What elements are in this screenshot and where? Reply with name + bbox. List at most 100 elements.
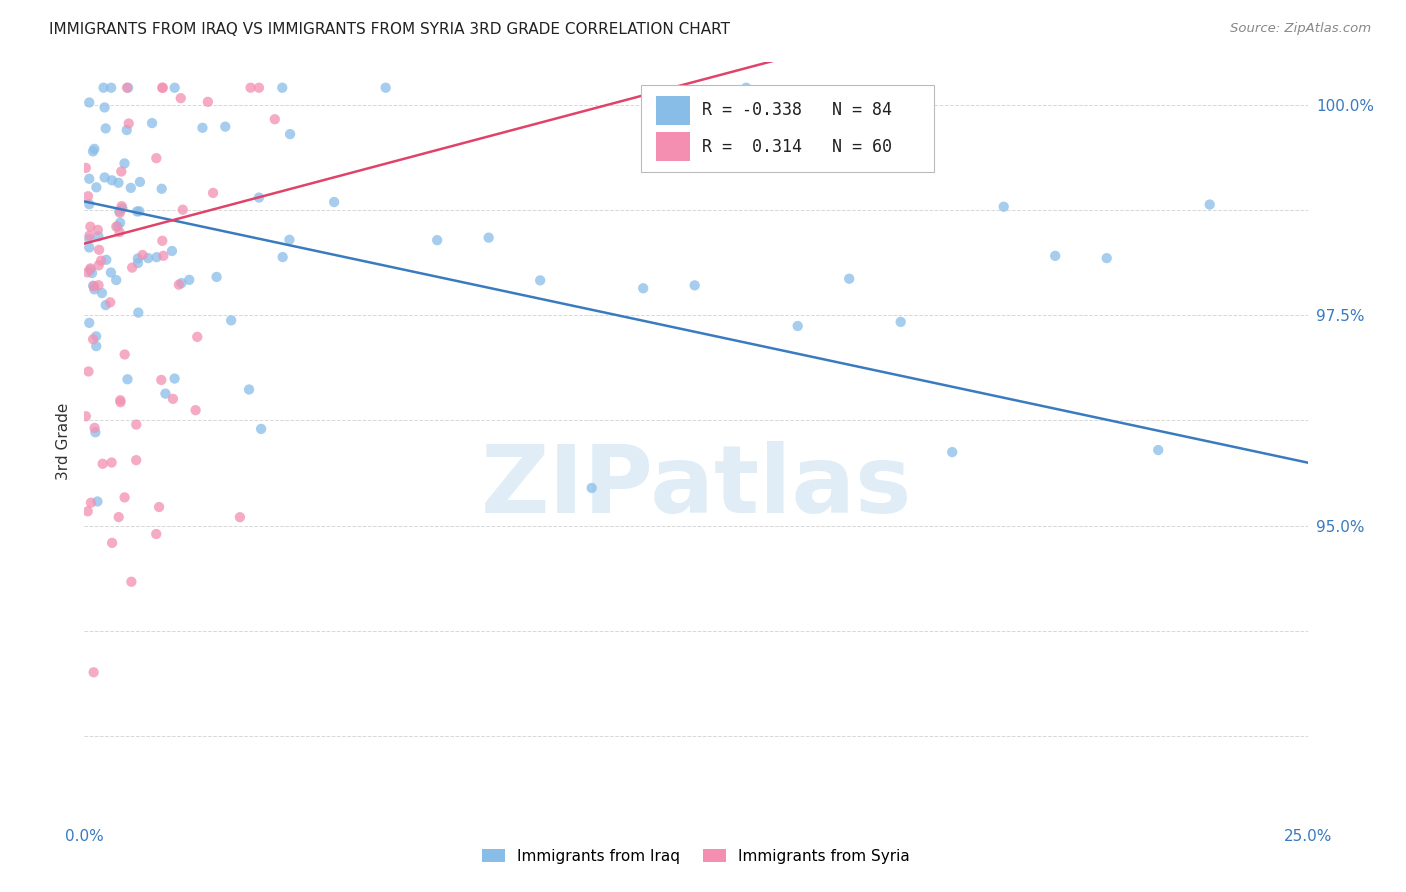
Point bbox=[121, 260, 143, 275]
Point bbox=[205, 269, 228, 284]
Point bbox=[184, 403, 207, 417]
Point bbox=[98, 295, 121, 310]
Point bbox=[100, 80, 122, 95]
Point bbox=[115, 80, 138, 95]
Point bbox=[114, 347, 136, 361]
Point bbox=[890, 315, 912, 329]
Point bbox=[100, 456, 122, 470]
Point bbox=[105, 273, 128, 287]
Point bbox=[129, 175, 152, 189]
Point bbox=[108, 216, 131, 230]
Point bbox=[82, 332, 104, 346]
Point bbox=[79, 262, 101, 277]
Point bbox=[683, 278, 706, 293]
Point bbox=[84, 339, 107, 353]
Point bbox=[94, 121, 117, 136]
Point bbox=[77, 316, 100, 330]
Point bbox=[374, 80, 396, 95]
Point bbox=[170, 276, 193, 290]
Point bbox=[150, 80, 173, 95]
Point bbox=[91, 457, 114, 471]
Point bbox=[125, 453, 148, 467]
Point bbox=[150, 234, 173, 248]
Point bbox=[77, 171, 100, 186]
Point bbox=[263, 112, 285, 127]
Point bbox=[86, 494, 108, 508]
Point bbox=[170, 91, 193, 105]
Point bbox=[75, 409, 97, 424]
Text: IMMIGRANTS FROM IRAQ VS IMMIGRANTS FROM SYRIA 3RD GRADE CORRELATION CHART: IMMIGRANTS FROM IRAQ VS IMMIGRANTS FROM … bbox=[49, 22, 730, 37]
Point bbox=[75, 161, 97, 175]
Point bbox=[247, 80, 270, 95]
Point bbox=[101, 536, 124, 550]
Point bbox=[631, 281, 654, 295]
Point bbox=[150, 373, 173, 387]
Point bbox=[838, 271, 860, 285]
Point bbox=[127, 305, 149, 319]
Point bbox=[101, 173, 124, 187]
Point bbox=[77, 95, 100, 110]
Point bbox=[111, 201, 134, 215]
Point bbox=[110, 395, 132, 409]
Point bbox=[145, 250, 167, 264]
Point bbox=[152, 80, 174, 95]
Point bbox=[77, 240, 100, 254]
Point bbox=[238, 383, 260, 397]
Point bbox=[735, 80, 758, 95]
Point bbox=[478, 230, 501, 244]
Point bbox=[186, 330, 208, 344]
Point bbox=[323, 194, 346, 209]
Point bbox=[79, 261, 101, 276]
Point bbox=[581, 481, 603, 495]
Point bbox=[271, 80, 294, 95]
Point bbox=[91, 286, 114, 301]
Point bbox=[83, 282, 105, 296]
FancyBboxPatch shape bbox=[655, 95, 690, 125]
Point bbox=[163, 80, 186, 95]
Point bbox=[239, 80, 262, 95]
Point bbox=[93, 100, 115, 114]
Point bbox=[87, 229, 110, 244]
Point bbox=[128, 204, 150, 219]
FancyBboxPatch shape bbox=[655, 132, 690, 161]
Point bbox=[529, 273, 551, 287]
Point bbox=[172, 202, 194, 217]
Point bbox=[76, 265, 98, 279]
Point bbox=[105, 219, 128, 234]
Point bbox=[107, 510, 129, 524]
Point bbox=[278, 127, 301, 141]
Point bbox=[86, 180, 108, 194]
Point bbox=[84, 329, 107, 343]
Point bbox=[1147, 443, 1170, 458]
Point bbox=[1095, 251, 1118, 265]
Point bbox=[125, 417, 148, 432]
Point bbox=[426, 233, 449, 247]
Point bbox=[131, 248, 153, 262]
Point bbox=[141, 116, 163, 130]
Point bbox=[197, 95, 219, 109]
Point bbox=[120, 181, 142, 195]
Text: ZIPatlas: ZIPatlas bbox=[481, 441, 911, 533]
Point bbox=[83, 279, 105, 293]
Point bbox=[77, 197, 100, 211]
Point bbox=[108, 206, 131, 220]
Point bbox=[83, 142, 105, 156]
Point bbox=[100, 266, 122, 280]
Point bbox=[191, 120, 214, 135]
Point bbox=[150, 182, 173, 196]
Point bbox=[179, 273, 201, 287]
Point bbox=[87, 243, 110, 257]
Text: Source: ZipAtlas.com: Source: ZipAtlas.com bbox=[1230, 22, 1371, 36]
Point bbox=[90, 253, 112, 268]
Text: R = -0.338   N = 84: R = -0.338 N = 84 bbox=[702, 101, 891, 120]
Point bbox=[83, 421, 105, 435]
Point bbox=[114, 491, 136, 505]
Point bbox=[80, 496, 103, 510]
Point bbox=[96, 252, 118, 267]
Point bbox=[127, 252, 149, 266]
Text: R =  0.314   N = 60: R = 0.314 N = 60 bbox=[702, 137, 891, 155]
Point bbox=[202, 186, 225, 200]
Point bbox=[118, 116, 141, 130]
Point bbox=[163, 371, 186, 385]
Point bbox=[136, 251, 159, 265]
